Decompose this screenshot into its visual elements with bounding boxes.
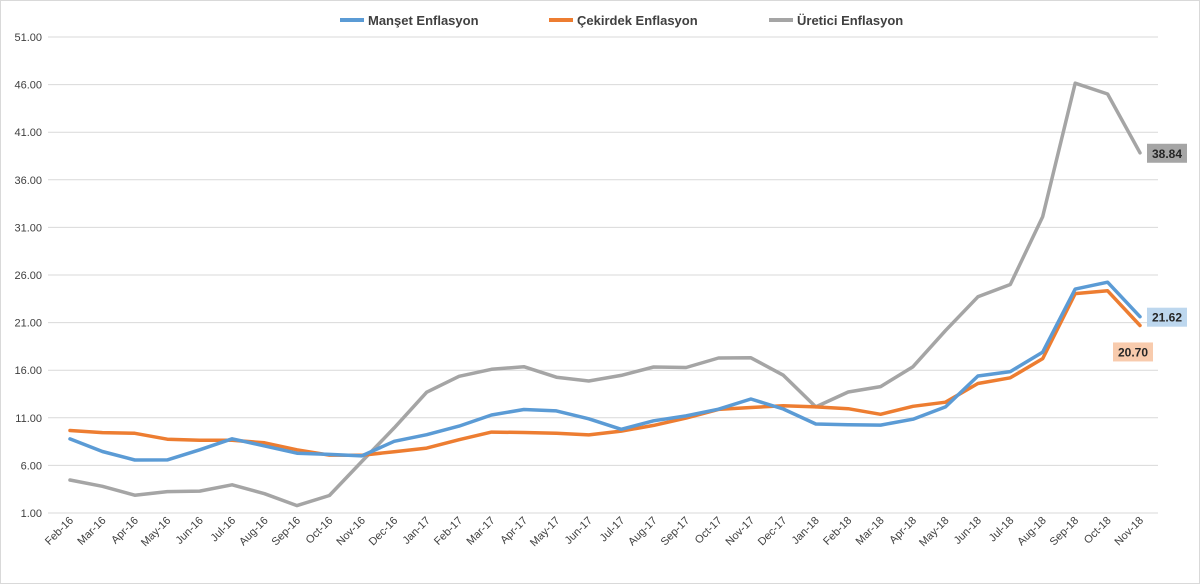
y-tick-label: 51.00	[14, 32, 42, 44]
y-tick-label: 16.00	[14, 365, 42, 377]
y-tick-label: 21.00	[14, 318, 42, 330]
end-label-value: 21.62	[1152, 311, 1182, 325]
legend: Manşet Enflasyon Çekirdek Enflasyon Üretic…	[340, 13, 903, 28]
end-label-box	[1147, 307, 1187, 327]
gridlines	[48, 36, 1158, 514]
y-tick-label: 46.00	[14, 80, 42, 92]
y-tick-label: 6.00	[21, 460, 42, 472]
end-labels: 21.62 20.70 38.84	[1113, 143, 1187, 362]
y-tick-label: 36.00	[14, 175, 42, 187]
y-tick-label: 1.00	[21, 508, 42, 520]
end-label-value: 38.84	[1152, 147, 1182, 161]
end-label-box	[1147, 143, 1187, 163]
end-label-value: 20.70	[1118, 345, 1148, 359]
legend-entry: Çekirdek Enflasyon	[577, 13, 698, 28]
legend-entry: Manşet Enflasyon	[368, 13, 479, 28]
y-tick-label: 31.00	[14, 222, 42, 234]
y-tick-label: 41.00	[14, 127, 42, 139]
y-tick-label: 11.00	[15, 413, 42, 425]
y-axis-ticks: 1.00 6.00 11.00 16.00 21.00 26.00 31.00 36.00 41…	[14, 32, 42, 520]
series-line-1	[68, 280, 1142, 462]
series-lines	[68, 81, 1142, 508]
y-tick-label: 26.00	[14, 270, 42, 282]
end-label-box	[1113, 342, 1153, 362]
legend-entry: Üretici Enflasyon	[797, 13, 903, 28]
series-line-3	[68, 81, 1142, 508]
